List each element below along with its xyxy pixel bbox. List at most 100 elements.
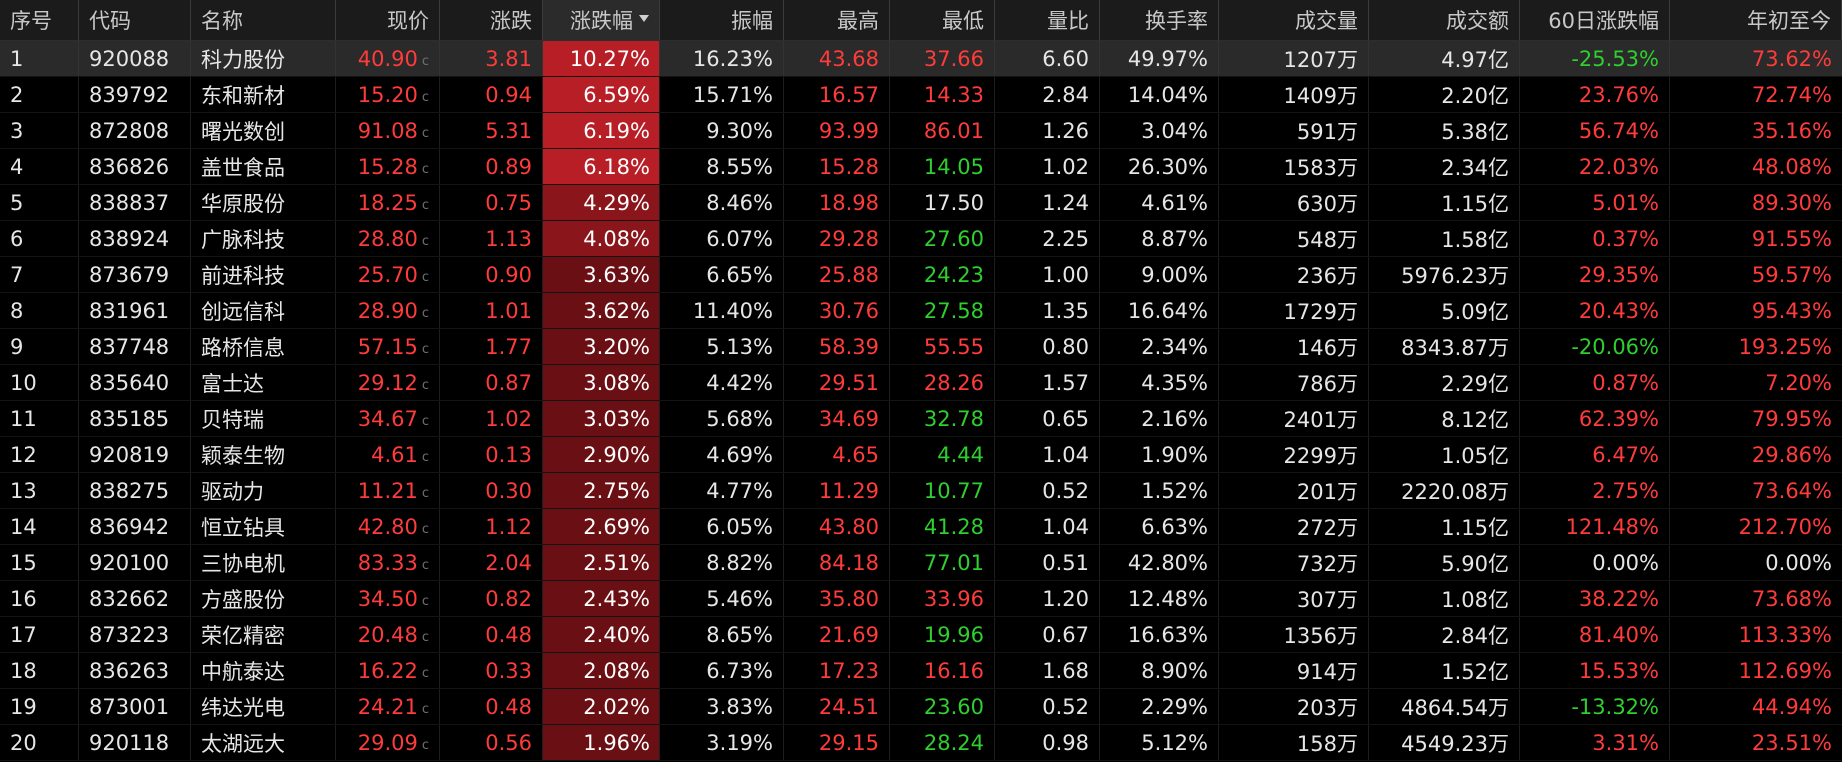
header-d60[interactable]: 60日涨跌幅 (1520, 0, 1670, 40)
table-row[interactable]: 3 872808 曙光数创 91.08 c 5.31 6.19% 9.30% 93.99 86.0… (0, 113, 1842, 149)
price-marker: c (421, 414, 429, 429)
cell-lo: 28.26 (890, 365, 995, 400)
header-pct-label: 涨跌幅 (570, 9, 633, 33)
cell-seq-value: 17 (10, 622, 37, 647)
table-header: 序号 代码 名称 现价 涨跌 涨跌幅 振幅 最高 最低 量比 换手率 成交量 成交额 60日涨跌幅 年初至今 (0, 0, 1842, 41)
header-code[interactable]: 代码 (79, 0, 191, 40)
cell-amp: 8.55% (660, 149, 784, 184)
cell-tr-value: 2.16% (1141, 406, 1208, 431)
cell-seq: 4 (0, 149, 79, 184)
cell-price: 15.28 c (336, 149, 440, 184)
cell-hi-value: 43.68 (818, 46, 879, 71)
cell-lo-value: 17.50 (923, 190, 984, 215)
cell-vol-value: 2401万 (1283, 407, 1358, 432)
cell-ytd: 7.20% (1670, 365, 1842, 400)
cell-vol: 201万 (1219, 473, 1369, 508)
header-amp[interactable]: 振幅 (660, 0, 784, 40)
cell-chg: 0.87 (440, 365, 543, 400)
table-row[interactable]: 2 839792 东和新材 15.20 c 0.94 6.59% 15.71% 16.57 14.… (0, 77, 1842, 113)
table-row[interactable]: 4 836826 盖世食品 15.28 c 0.89 6.18% 8.55% 15.28 14.0… (0, 149, 1842, 185)
cell-code-value: 839792 (89, 82, 170, 107)
table-row[interactable]: 11 835185 贝特瑞 34.67 c 1.02 3.03% 5.68% 34.69 32.7… (0, 401, 1842, 437)
cell-name-value: 贝特瑞 (201, 407, 264, 432)
cell-vol-value: 1207万 (1283, 47, 1358, 72)
cell-d60-value: 38.22% (1578, 586, 1659, 611)
cell-ytd-value: 7.20% (1765, 370, 1832, 395)
cell-vol: 548万 (1219, 221, 1369, 256)
header-chg[interactable]: 涨跌 (440, 0, 543, 40)
cell-name: 颖泰生物 (191, 437, 336, 472)
cell-name: 曙光数创 (191, 113, 336, 148)
table-row[interactable]: 19 873001 纬达光电 24.21 c 0.48 2.02% 3.83% 24.51 23.… (0, 689, 1842, 725)
header-tr[interactable]: 换手率 (1100, 0, 1219, 40)
cell-name-value: 前进科技 (201, 263, 285, 288)
cell-tr: 2.16% (1100, 401, 1219, 436)
cell-chg: 1.02 (440, 401, 543, 436)
sort-desc-icon[interactable] (639, 15, 649, 22)
cell-lo-value: 14.33 (923, 82, 984, 107)
cell-amt: 1.08亿 (1369, 581, 1520, 616)
cell-vol: 914万 (1219, 653, 1369, 688)
cell-ytd-value: 48.08% (1751, 154, 1832, 179)
cell-tr: 12.48% (1100, 581, 1219, 616)
cell-ytd-value: 89.30% (1751, 190, 1832, 215)
table-row[interactable]: 1 920088 科力股份 40.90 c 3.81 10.27% 16.23% 43.68 37… (0, 41, 1842, 77)
cell-seq-value: 1 (10, 46, 24, 71)
cell-chg-value: 0.13 (485, 442, 532, 467)
header-hi[interactable]: 最高 (784, 0, 890, 40)
header-name[interactable]: 名称 (191, 0, 336, 40)
cell-chg-value: 0.87 (485, 370, 532, 395)
table-row[interactable]: 13 838275 驱动力 11.21 c 0.30 2.75% 4.77% 11.29 10.7… (0, 473, 1842, 509)
header-lo[interactable]: 最低 (890, 0, 995, 40)
cell-lo: 19.96 (890, 617, 995, 652)
cell-chg: 0.48 (440, 689, 543, 724)
table-row[interactable]: 15 920100 三协电机 83.33 c 2.04 2.51% 8.82% 84.18 77.… (0, 545, 1842, 581)
header-vol[interactable]: 成交量 (1219, 0, 1369, 40)
table-row[interactable]: 17 873223 荣亿精密 20.48 c 0.48 2.40% 8.65% 21.69 19.… (0, 617, 1842, 653)
header-amt[interactable]: 成交额 (1369, 0, 1520, 40)
header-pct[interactable]: 涨跌幅 (543, 0, 660, 40)
cell-ytd-value: 73.62% (1751, 46, 1832, 71)
cell-price: 20.48 c (336, 617, 440, 652)
cell-seq: 9 (0, 329, 79, 364)
cell-tr: 16.63% (1100, 617, 1219, 652)
cell-vr: 1.20 (995, 581, 1100, 616)
header-seq[interactable]: 序号 (0, 0, 79, 40)
table-row[interactable]: 6 838924 广脉科技 28.80 c 1.13 4.08% 6.07% 29.28 27.6… (0, 221, 1842, 257)
table-row[interactable]: 16 832662 方盛股份 34.50 c 0.82 2.43% 5.46% 35.80 33.… (0, 581, 1842, 617)
header-vr-label: 量比 (1047, 9, 1089, 33)
cell-seq-value: 10 (10, 370, 37, 395)
table-row[interactable]: 8 831961 创远信科 28.90 c 1.01 3.62% 11.40% 30.76 27.… (0, 293, 1842, 329)
table-row[interactable]: 7 873679 前进科技 25.70 c 0.90 3.63% 6.65% 25.88 24.2… (0, 257, 1842, 293)
cell-ytd: 73.62% (1670, 41, 1842, 76)
cell-chg-value: 0.33 (485, 658, 532, 683)
cell-ytd-value: 79.95% (1751, 406, 1832, 431)
table-row[interactable]: 20 920118 太湖远大 29.09 c 0.56 1.96% 3.19% 29.15 28.… (0, 725, 1842, 761)
table-row[interactable]: 10 835640 富士达 29.12 c 0.87 3.08% 4.42% 29.51 28.2… (0, 365, 1842, 401)
cell-hi-value: 4.65 (832, 442, 879, 467)
cell-amp-value: 8.46% (706, 190, 773, 215)
cell-pct-value: 2.51% (583, 550, 650, 575)
cell-pct: 3.20% (543, 329, 660, 364)
table-row[interactable]: 12 920819 颖泰生物 4.61 c 0.13 2.90% 4.69% 4.65 4.44 1… (0, 437, 1842, 473)
header-ytd[interactable]: 年初至今 (1670, 0, 1842, 40)
cell-seq: 2 (0, 77, 79, 112)
table-row[interactable]: 9 837748 路桥信息 57.15 c 1.77 3.20% 5.13% 58.39 55.5… (0, 329, 1842, 365)
table-row[interactable]: 5 838837 华原股份 18.25 c 0.75 4.29% 8.46% 18.98 17.5… (0, 185, 1842, 221)
table-row[interactable]: 14 836942 恒立钻具 42.80 c 1.12 2.69% 6.05% 43.80 41.… (0, 509, 1842, 545)
header-price[interactable]: 现价 (336, 0, 440, 40)
cell-vr-value: 0.51 (1042, 550, 1089, 575)
cell-vr-value: 1.26 (1042, 118, 1089, 143)
cell-code-value: 832662 (89, 586, 170, 611)
cell-vol: 236万 (1219, 257, 1369, 292)
header-chg-label: 涨跌 (490, 9, 532, 33)
cell-ytd: 193.25% (1670, 329, 1842, 364)
cell-price: 57.15 c (336, 329, 440, 364)
cell-tr-value: 42.80% (1127, 550, 1208, 575)
header-code-label: 代码 (89, 9, 131, 33)
cell-chg: 0.48 (440, 617, 543, 652)
table-row[interactable]: 18 836263 中航泰达 16.22 c 0.33 2.08% 6.73% 17.23 16.… (0, 653, 1842, 689)
cell-amp: 8.65% (660, 617, 784, 652)
header-vr[interactable]: 量比 (995, 0, 1100, 40)
cell-d60: -13.32% (1520, 689, 1670, 724)
